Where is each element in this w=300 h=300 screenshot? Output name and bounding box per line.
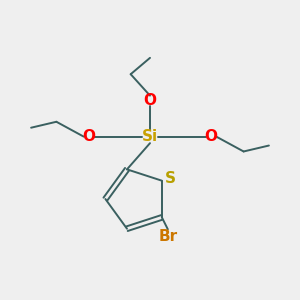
Text: S: S (165, 171, 176, 186)
Text: O: O (82, 129, 96, 144)
Text: O: O (143, 94, 157, 109)
Text: O: O (204, 129, 218, 144)
Text: Br: Br (158, 229, 177, 244)
Text: Si: Si (142, 129, 158, 144)
